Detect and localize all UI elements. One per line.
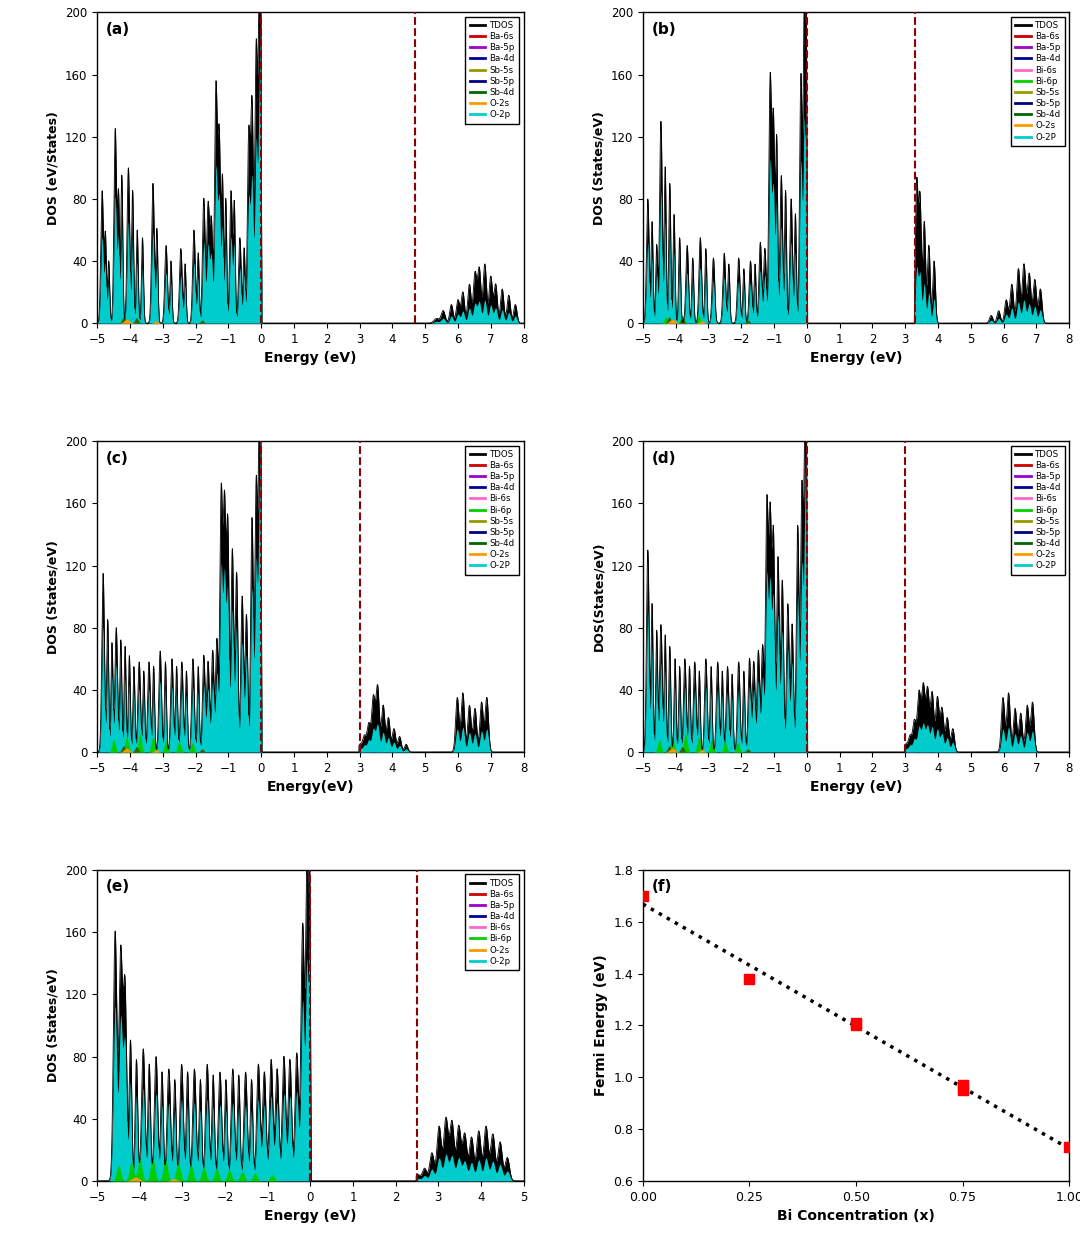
Point bbox=[1061, 1137, 1078, 1157]
Y-axis label: DOS (States/eV): DOS (States/eV) bbox=[46, 968, 59, 1083]
Point bbox=[848, 1016, 865, 1035]
Y-axis label: DOS(States/eV): DOS(States/eV) bbox=[592, 542, 605, 651]
Text: (c): (c) bbox=[106, 451, 129, 466]
Point bbox=[954, 1080, 971, 1100]
X-axis label: Bi Concentration (x): Bi Concentration (x) bbox=[778, 1209, 935, 1223]
X-axis label: Energy (eV): Energy (eV) bbox=[810, 352, 902, 365]
Point bbox=[634, 886, 651, 906]
Legend: TDOS, Ba-6s, Ba-5p, Ba-4d, Bi-6s, Bi-6p, Sb-5s, Sb-5p, Sb-4d, O-2s, O-2P: TDOS, Ba-6s, Ba-5p, Ba-4d, Bi-6s, Bi-6p,… bbox=[1011, 445, 1065, 574]
Y-axis label: Fermi Energy (eV): Fermi Energy (eV) bbox=[594, 955, 608, 1096]
Text: (a): (a) bbox=[106, 22, 130, 37]
Legend: TDOS, Ba-6s, Ba-5p, Ba-4d, Bi-6s, Bi-6p, Sb-5s, Sb-5p, Sb-4d, O-2s, O-2P: TDOS, Ba-6s, Ba-5p, Ba-4d, Bi-6s, Bi-6p,… bbox=[465, 445, 519, 574]
Text: (f): (f) bbox=[651, 880, 672, 895]
Legend: TDOS, Ba-6s, Ba-5p, Ba-4d, Bi-6s, Bi-6p, O-2s, O-2p: TDOS, Ba-6s, Ba-5p, Ba-4d, Bi-6s, Bi-6p,… bbox=[465, 874, 519, 970]
X-axis label: Energy (eV): Energy (eV) bbox=[265, 1209, 356, 1223]
Text: (d): (d) bbox=[651, 451, 676, 466]
X-axis label: Energy (eV): Energy (eV) bbox=[265, 352, 356, 365]
X-axis label: Energy (eV): Energy (eV) bbox=[810, 781, 902, 794]
X-axis label: Energy(eV): Energy(eV) bbox=[267, 781, 354, 794]
Text: (e): (e) bbox=[106, 880, 130, 895]
Y-axis label: DOS (States/eV): DOS (States/eV) bbox=[592, 111, 605, 225]
Point bbox=[954, 1075, 971, 1095]
Legend: TDOS, Ba-6s, Ba-5p, Ba-4d, Bi-6s, Bi-6p, Sb-5s, Sb-5p, Sb-4d, O-2s, O-2P: TDOS, Ba-6s, Ba-5p, Ba-4d, Bi-6s, Bi-6p,… bbox=[1011, 16, 1065, 145]
Point bbox=[741, 970, 758, 989]
Point bbox=[848, 1013, 865, 1033]
Y-axis label: DOS (States/eV): DOS (States/eV) bbox=[46, 539, 59, 654]
Text: (b): (b) bbox=[651, 22, 676, 37]
Y-axis label: DOS (eV/States): DOS (eV/States) bbox=[46, 111, 59, 225]
Legend: TDOS, Ba-6s, Ba-5p, Ba-4d, Sb-5s, Sb-5p, Sb-4d, O-2s, O-2p: TDOS, Ba-6s, Ba-5p, Ba-4d, Sb-5s, Sb-5p,… bbox=[465, 16, 519, 123]
